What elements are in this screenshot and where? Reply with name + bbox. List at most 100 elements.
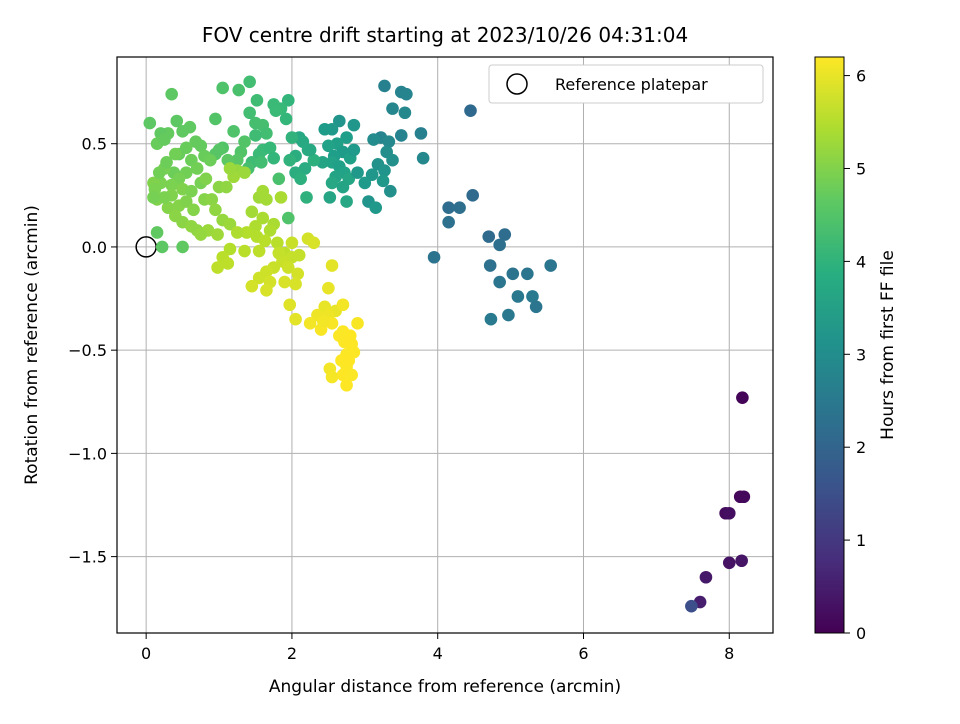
data-point: [483, 259, 497, 272]
data-point: [170, 114, 184, 128]
data-point: [498, 228, 512, 241]
data-point: [318, 122, 332, 136]
data-point: [369, 201, 383, 215]
data-point: [243, 75, 256, 89]
data-point: [526, 290, 539, 303]
data-point: [453, 201, 466, 215]
data-point: [272, 172, 286, 186]
data-point: [143, 116, 157, 130]
data-point: [294, 172, 307, 186]
data-point: [194, 228, 208, 241]
data-point: [258, 234, 272, 248]
data-point: [147, 191, 160, 204]
data-point: [165, 87, 178, 101]
data-point: [416, 151, 430, 165]
data-point: [161, 201, 175, 215]
data-point: [493, 275, 506, 289]
data-point: [333, 329, 346, 343]
data-point: [300, 191, 313, 204]
data-point: [376, 174, 390, 188]
data-point: [245, 205, 259, 219]
data-point: [285, 131, 299, 144]
colorbar-tick-label: 1: [856, 531, 866, 550]
data-point: [205, 193, 219, 206]
x-tick-label: 0: [141, 644, 151, 663]
data-point: [336, 180, 350, 194]
data-point: [323, 191, 337, 204]
colorbar-tick-label: 6: [856, 67, 866, 86]
colorbar-label: Hours from first FF file: [878, 250, 898, 440]
data-point: [482, 230, 496, 243]
data-point: [283, 298, 297, 312]
data-point: [249, 129, 262, 142]
legend-marker-reference-icon: [506, 73, 528, 95]
data-point: [269, 104, 283, 117]
data-point: [176, 240, 189, 254]
data-point: [722, 506, 736, 520]
data-point: [216, 81, 229, 95]
data-point: [185, 184, 198, 198]
data-point: [256, 211, 270, 225]
data-point: [223, 217, 237, 231]
data-point: [281, 94, 295, 107]
data-point: [347, 143, 361, 157]
data-point: [378, 164, 391, 177]
data-point: [384, 184, 397, 198]
legend: Reference platepar: [488, 64, 764, 104]
y-axis-label: Rotation from reference (arcmin): [22, 205, 42, 485]
data-point: [291, 267, 305, 281]
data-point: [365, 168, 379, 181]
data-point: [263, 224, 277, 237]
data-point: [466, 189, 479, 202]
data-point: [152, 166, 166, 179]
colorbar: 0 1 2 3 4 5 6 Hours from first FF file: [814, 56, 898, 643]
data-point: [699, 570, 713, 584]
data-point: [160, 155, 173, 169]
data-point: [256, 184, 270, 198]
data-point: [322, 281, 335, 295]
data-point: [367, 133, 380, 146]
data-point: [220, 180, 233, 194]
data-point: [298, 162, 312, 175]
data-point: [169, 147, 182, 161]
data-point: [211, 228, 224, 241]
data-point: [260, 283, 273, 297]
data-point: [340, 378, 353, 392]
chart-title: FOV centre drift starting at 2023/10/26 …: [202, 23, 688, 47]
data-point: [722, 556, 736, 570]
data-point: [230, 153, 244, 167]
data-point: [285, 236, 299, 250]
plot-area-frame: [116, 56, 774, 634]
x-tick-label: 8: [724, 644, 734, 663]
data-point: [442, 215, 455, 229]
data-point: [737, 490, 751, 504]
data-point: [255, 155, 268, 169]
data-point: [333, 114, 346, 128]
data-point: [521, 267, 534, 281]
colorbar-tick-label: 3: [856, 345, 866, 364]
data-point: [502, 308, 515, 322]
data-point: [289, 312, 302, 326]
data-point: [427, 250, 441, 264]
data-point: [736, 391, 749, 404]
legend-box: [488, 64, 764, 104]
data-point: [292, 248, 306, 262]
data-point: [307, 236, 321, 250]
data-point: [165, 178, 178, 192]
colorbar-tick-label: 5: [856, 159, 866, 178]
legend-entry-reference-platepar: Reference platepar: [555, 75, 708, 94]
data-point: [209, 203, 222, 217]
data-point: [211, 261, 224, 274]
data-point: [685, 599, 698, 613]
colorbar-tick-label: 0: [856, 624, 866, 643]
y-axis: −1.5 −1.0 −0.5 0.0 0.5: [68, 135, 117, 567]
data-point: [347, 118, 361, 132]
data-point: [263, 141, 277, 155]
data-point: [544, 259, 557, 272]
data-point: [238, 244, 251, 258]
data-point: [340, 131, 353, 144]
data-point: [511, 290, 525, 303]
data-point: [221, 257, 235, 270]
data-point: [194, 139, 208, 153]
